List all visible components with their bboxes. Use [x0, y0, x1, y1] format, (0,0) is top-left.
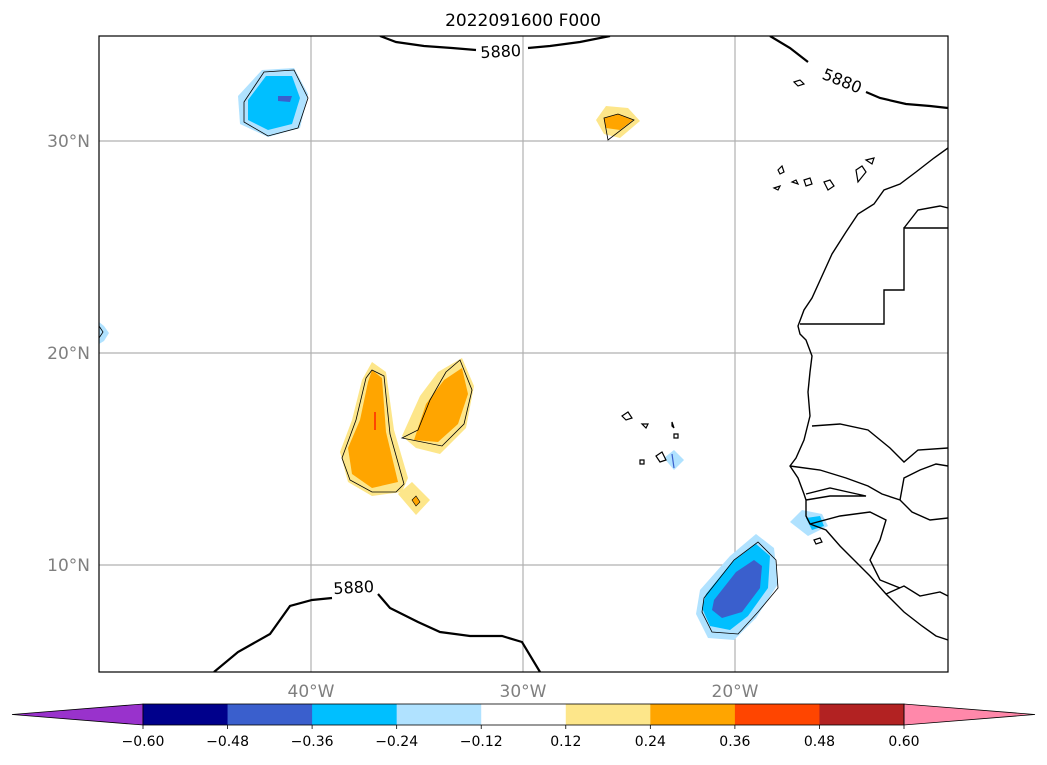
anomaly-blob-se-core: [712, 560, 762, 618]
colorbar-tick-label: −0.60: [122, 734, 165, 750]
map-frame: [98, 35, 949, 673]
anomaly-contour-center-c: [411, 495, 421, 507]
capeverde-island-1: [621, 411, 633, 421]
anomaly-contour-w-edge: [99, 325, 104, 339]
contour-5880-northeast-b: [865, 90, 948, 110]
colorbar-tick-label: 0.48: [804, 734, 835, 750]
madeira-island: [772, 184, 782, 191]
colorbar-tick-label: −0.48: [206, 734, 249, 750]
anomaly-contour-capeverde: [671, 453, 675, 469]
canary-island-2: [790, 179, 800, 186]
shaded-anomalies: [99, 68, 828, 640]
canary-island-4: [823, 179, 835, 191]
contour-5880-north-a: [379, 36, 477, 52]
anomaly-blob-nw-core: [248, 76, 300, 130]
colorbar-swatch: [565, 704, 651, 725]
anomaly-blob-center-b-core: [414, 368, 468, 442]
colorbar-swatch: [143, 704, 229, 725]
canary-island-1: [777, 164, 785, 175]
anomaly-contour-center-b: [400, 359, 473, 447]
capeverde-island-2: [640, 423, 649, 430]
canary-island-5: [855, 165, 867, 184]
colorbar-swatch: [819, 704, 905, 725]
colorbar-outline: [142, 703, 905, 726]
anomaly-blob-w-edge: [99, 322, 109, 344]
contour-label-north: 5880: [480, 41, 522, 62]
lon-label-30w: 30°W: [500, 682, 547, 702]
capeverde-island-3: [671, 421, 675, 429]
gridlines: [99, 36, 948, 672]
colorbar: −0.60 −0.48 −0.36 −0.24 −0.12 0.12 0.24 0.36 0.4…: [11, 703, 1036, 750]
map-area: 5880 5880 5880: [99, 36, 948, 672]
colorbar-swatch: [481, 704, 567, 725]
contour-5880-south-a: [213, 596, 333, 672]
coastlines: [789, 147, 948, 641]
lat-label-10n: 10°N: [47, 556, 90, 576]
anomaly-contour-nw: [243, 69, 309, 137]
lon-label-20w: 20°W: [712, 682, 759, 702]
colorbar-swatch: [650, 704, 736, 725]
capeverde-island-5: [639, 459, 645, 465]
geopotential-contours: [213, 36, 948, 672]
colorbar-tick-label: 0.60: [888, 734, 919, 750]
colorbar-tick-label: −0.12: [460, 734, 503, 750]
azores-island: [792, 79, 806, 87]
islands: [621, 79, 875, 545]
colorbar-tick-label: 0.36: [719, 734, 750, 750]
lon-label-40w: 40°W: [288, 682, 335, 702]
colorbar-swatch: [734, 704, 820, 725]
contour-5880-north-b: [527, 36, 611, 50]
western-sahara-border: [800, 227, 948, 325]
sierra-leone-border: [885, 585, 948, 597]
colorbar-extend-low: [11, 703, 144, 726]
colorbar-tick-label: 0.12: [550, 734, 581, 750]
anomaly-blob-center-c-core: [412, 496, 420, 506]
mauritania-border: [811, 423, 948, 463]
colorbar-swatch: [312, 704, 398, 725]
contour-label-south: 5880: [333, 577, 375, 598]
colorbar-tick-label: 0.24: [635, 734, 666, 750]
anomaly-blob-n-core: [604, 114, 633, 130]
colorbar-tick-label: −0.36: [291, 734, 334, 750]
figure-title: 2022091600 F000: [445, 11, 601, 31]
gambia-border: [805, 487, 867, 501]
senegal-border: [789, 465, 948, 521]
anomaly-contour-center-a: [341, 369, 405, 493]
guinea-border: [809, 511, 901, 589]
capeverde-island-6: [655, 451, 667, 463]
colorbar-swatch: [396, 704, 482, 725]
canary-island-3: [803, 177, 813, 187]
anomaly-blob-nw-peak: [278, 96, 292, 102]
capeverde-island-4: [673, 433, 679, 439]
anomaly-contour-n: [603, 113, 635, 141]
contour-5880-northeast-a: [769, 36, 809, 63]
anomaly-blob-center-a-peak: [374, 412, 376, 430]
bissagos-islands: [813, 537, 823, 545]
anomaly-contour-se: [701, 541, 779, 635]
anomaly-blob-center-a-core: [348, 370, 398, 488]
anomaly-blob-capeverde: [664, 450, 684, 470]
lat-label-30n: 30°N: [47, 132, 90, 152]
mali-border: [899, 463, 948, 501]
morocco-border: [903, 205, 948, 229]
colorbar-swatch: [227, 704, 313, 725]
africa-coastline: [789, 147, 948, 641]
contour-5880-south-b: [377, 593, 541, 672]
lat-label-20n: 20°N: [47, 344, 90, 364]
canary-island-6: [864, 157, 875, 165]
colorbar-extend-high: [903, 703, 1036, 726]
colorbar-tick-label: −0.24: [375, 734, 418, 750]
